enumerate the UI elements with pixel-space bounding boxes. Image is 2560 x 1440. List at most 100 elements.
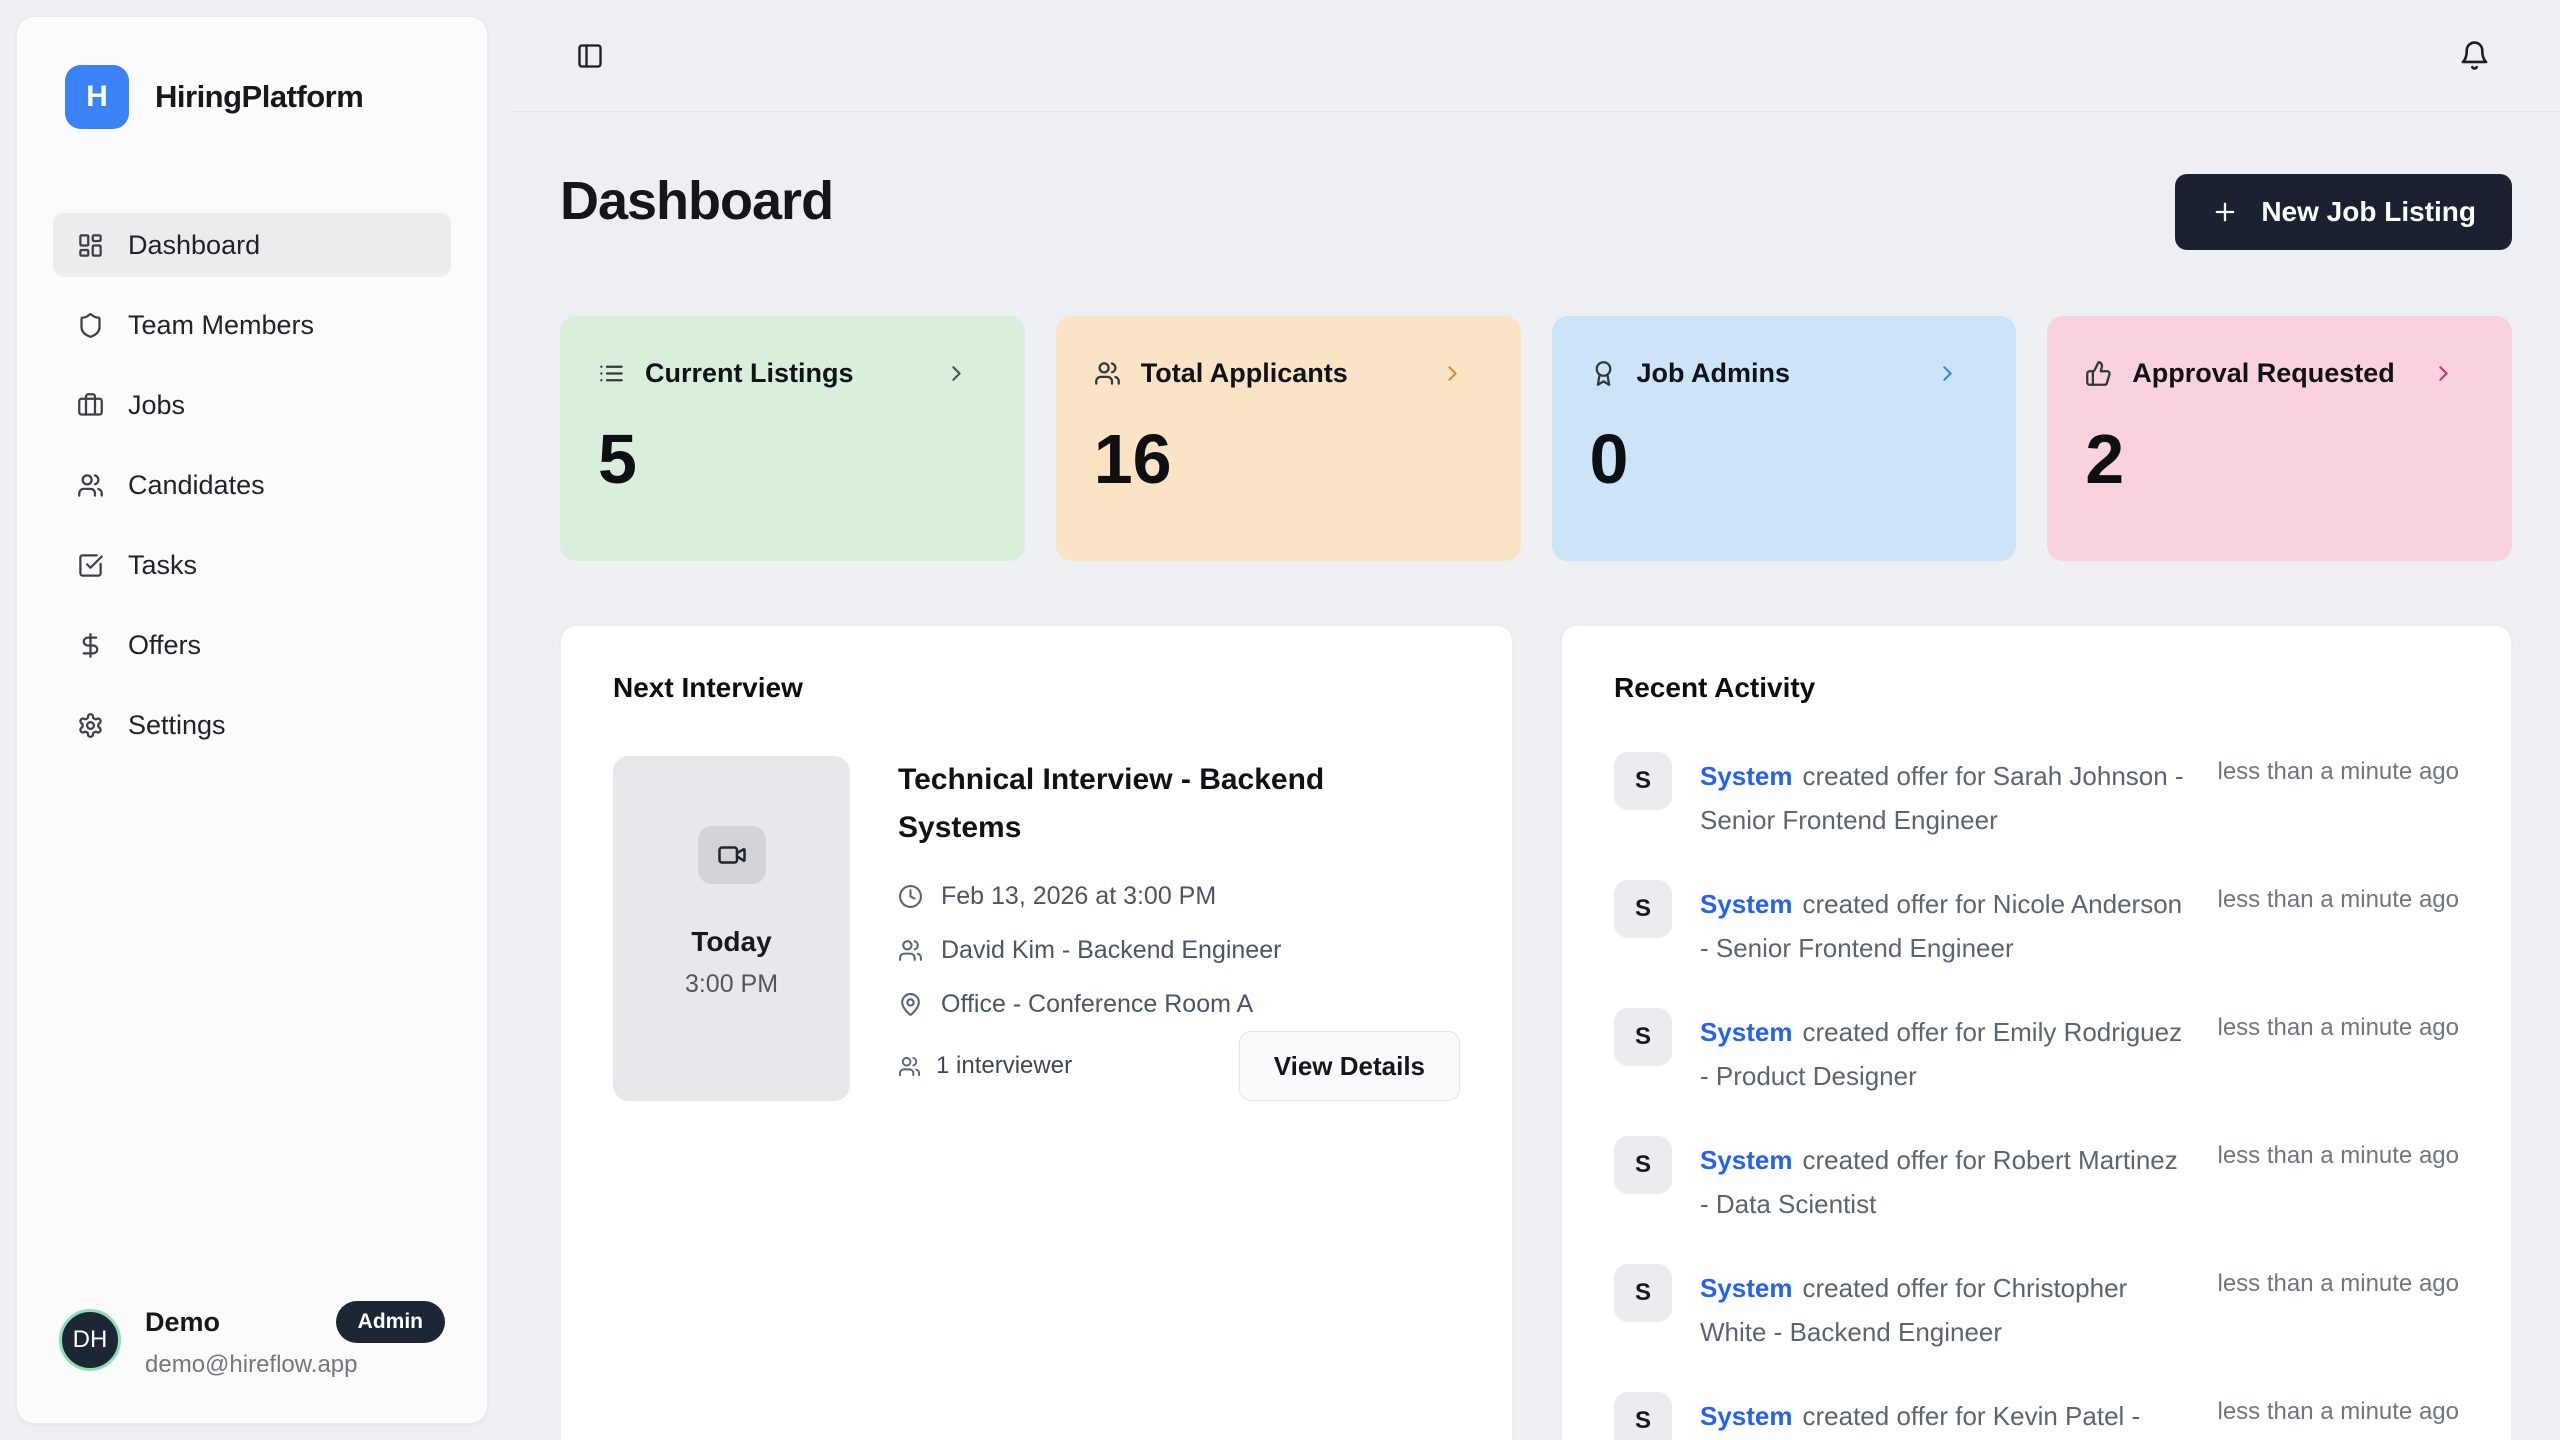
map-pin-icon [898, 992, 923, 1017]
user-info: Demo Admin demo@hireflow.app [145, 1301, 445, 1379]
page-title: Dashboard [560, 171, 834, 231]
activity-description: created offer for Robert Martinez - Data… [1700, 1145, 2178, 1219]
stat-card[interactable]: Current Listings 5 [560, 316, 1025, 561]
stat-value: 0 [1589, 420, 1629, 498]
activity-actor-link[interactable]: System [1700, 1145, 1793, 1175]
interview-time-label: 3:00 PM [684, 970, 779, 998]
activity-timestamp: less than a minute ago [2217, 1142, 2460, 1169]
stat-label: Job Admins [1636, 358, 1791, 388]
stat-card-header: Approval Requested [2085, 358, 2472, 389]
interviewer-count-label: 1 interviewer [936, 1052, 1073, 1079]
activity-actor-link[interactable]: System [1700, 761, 1793, 791]
shield-icon [77, 312, 104, 339]
interview-title: Technical Interview - Backend Systems [898, 763, 1325, 844]
activity-actor-link[interactable]: System [1700, 1273, 1793, 1303]
activity-description: created offer for Sarah Johnson - Senior… [1700, 761, 2184, 835]
activity-timestamp: less than a minute ago [2217, 1014, 2460, 1041]
activity-item: S System created offer for Nicole Anderso… [1614, 880, 2459, 970]
chevron-right-icon [2431, 361, 2456, 386]
activity-actor-link[interactable]: System [1700, 1017, 1793, 1047]
users-icon [898, 938, 923, 963]
chevron-right-icon [1440, 361, 1465, 386]
activity-timestamp: less than a minute ago [2217, 758, 2460, 785]
main: Dashboard New Job Listing Current Listin… [512, 112, 2560, 1440]
sidebar-item[interactable]: Team Members [53, 293, 451, 357]
new-job-listing-label: New Job Listing [2261, 196, 2476, 227]
sidebar-item[interactable]: Candidates [53, 453, 451, 517]
chevron-right-icon [1935, 361, 1960, 386]
interview-datebox: Today 3:00 PM [613, 756, 850, 1101]
interview-location-row: Office - Conference Room A [898, 990, 1460, 1019]
users-icon [1094, 360, 1121, 387]
sidebar-item[interactable]: Jobs [53, 373, 451, 437]
sidebar-toggle-button[interactable] [576, 42, 604, 70]
user-menu[interactable]: DH Demo Admin demo@hireflow.app [53, 1301, 451, 1379]
stat-card[interactable]: Approval Requested 2 [2047, 316, 2512, 561]
sidebar-item[interactable]: Tasks [53, 533, 451, 597]
recent-activity-title: Recent Activity [1614, 672, 1816, 703]
app-name: HiringPlatform [155, 79, 364, 114]
user-name: Demo [145, 1306, 221, 1337]
interview-datetime-row: Feb 13, 2026 at 3:00 PM [898, 882, 1460, 911]
activity-actor-link[interactable]: System [1700, 889, 1793, 919]
activity-item: S System created offer for Robert Martine… [1614, 1136, 2459, 1226]
next-interview-panel: Next Interview Today 3:00 PM Technical I… [560, 625, 1513, 1440]
thumbs-up-icon [2085, 360, 2112, 387]
sidebar-item[interactable]: Offers [53, 613, 451, 677]
activity-avatar: S [1614, 1008, 1672, 1066]
stat-card[interactable]: Total Applicants 16 [1055, 316, 1521, 561]
interview-date-label: Today [691, 926, 772, 957]
sidebar-nav: Dashboard Team Members Jobs Candidates T… [53, 213, 451, 757]
user-email: demo@hireflow.app [145, 1351, 358, 1378]
page-header: Dashboard New Job Listing [560, 170, 2512, 250]
sidebar-item-label: Dashboard [128, 229, 261, 260]
activity-avatar: S [1614, 752, 1672, 810]
new-job-listing-button[interactable]: New Job Listing [2175, 174, 2512, 250]
users-icon [898, 1055, 921, 1078]
users-icon [77, 472, 104, 499]
interview-datetime: Feb 13, 2026 at 3:00 PM [941, 882, 1217, 910]
panels: Next Interview Today 3:00 PM Technical I… [560, 625, 2512, 1440]
sidebar-item[interactable]: Dashboard [53, 213, 451, 277]
recent-activity-panel: Recent Activity S System created offer fo… [1561, 625, 2512, 1440]
gear-icon [77, 712, 104, 739]
stat-card-header: Job Admins [1590, 358, 1977, 389]
activity-item: S System created offer for Christopher Wh… [1614, 1264, 2459, 1354]
activity-item: S System created offer for Sarah Johnson … [1614, 752, 2459, 842]
tasks-icon [77, 552, 104, 579]
activity-description: created offer for Nicole Anderson - Seni… [1700, 889, 2183, 963]
sidebar-item[interactable]: Settings [53, 693, 451, 757]
dashboard-icon [77, 232, 104, 259]
stats-row: Current Listings 5 Total Applicants 16 [560, 316, 2512, 561]
interview-interviewer: David Kim - Backend Engineer [941, 936, 1282, 964]
activity-avatar: S [1614, 880, 1672, 938]
activity-timestamp: less than a minute ago [2217, 1270, 2460, 1297]
interview-card: Today 3:00 PM Technical Interview - Back… [613, 756, 1460, 1101]
activity-text: System created offer for Kevin Patel - Da… [1700, 1392, 2188, 1440]
stat-card[interactable]: Job Admins 0 [1551, 316, 2017, 561]
interview-details: Technical Interview - Backend Systems Fe… [898, 756, 1460, 1101]
activity-text: System created offer for Robert Martinez … [1700, 1136, 2188, 1226]
activity-text: System created offer for Sarah Johnson - … [1700, 752, 2188, 842]
sidebar: H HiringPlatform Dashboard Team Members … [16, 16, 488, 1424]
activity-list: S System created offer for Sarah Johnson … [1614, 752, 2459, 1440]
sidebar-item-label: Candidates [128, 469, 265, 500]
stat-label: Current Listings [645, 358, 854, 388]
stat-card-header: Total Applicants [1094, 358, 1481, 389]
activity-actor-link[interactable]: System [1700, 1401, 1793, 1431]
award-icon [1590, 360, 1617, 387]
activity-avatar: S [1614, 1392, 1672, 1440]
video-icon [717, 840, 747, 870]
view-details-button[interactable]: View Details [1238, 1031, 1460, 1101]
stat-label: Approval Requested [2132, 358, 2395, 388]
notifications-button[interactable] [2459, 40, 2490, 71]
avatar: DH [59, 1309, 121, 1371]
activity-timestamp: less than a minute ago [2217, 1398, 2460, 1425]
interview-footer: 1 interviewer View Details [898, 1031, 1460, 1101]
activity-description: created offer for Emily Rodriguez - Prod… [1700, 1017, 2183, 1091]
app-logo: H [65, 65, 129, 129]
activity-avatar: S [1614, 1264, 1672, 1322]
activity-text: System created offer for Christopher Whit… [1700, 1264, 2188, 1354]
activity-text: System created offer for Nicole Anderson … [1700, 880, 2188, 970]
chevron-right-icon [944, 361, 969, 386]
